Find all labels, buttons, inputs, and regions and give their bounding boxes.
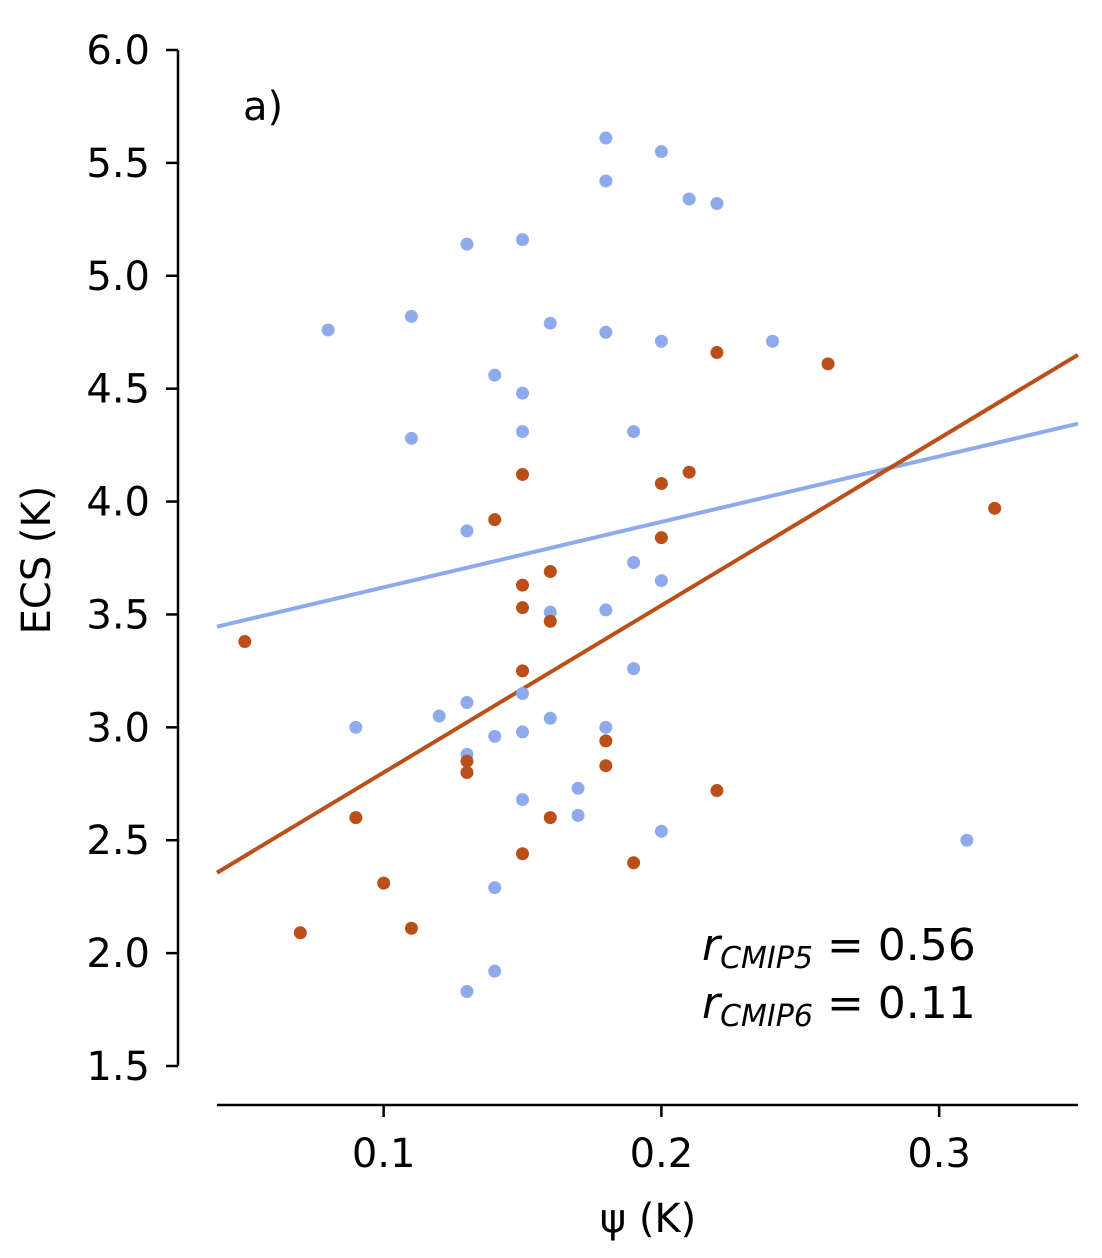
point-cmip6 (404, 309, 418, 323)
point-cmip6 (571, 808, 585, 822)
panel-label: a) (243, 84, 283, 130)
y-tick-label: 3.0 (86, 705, 150, 751)
point-cmip6 (682, 192, 696, 206)
point-cmip5 (710, 346, 724, 360)
point-cmip5 (543, 614, 557, 628)
point-cmip6 (627, 425, 641, 439)
point-cmip6 (432, 709, 446, 723)
point-cmip6 (654, 145, 668, 159)
point-cmip6 (488, 368, 502, 382)
point-cmip5 (543, 811, 557, 825)
point-cmip6 (571, 781, 585, 795)
point-cmip6 (627, 662, 641, 676)
r-value-cmip6: = 0.11 (813, 978, 976, 1029)
point-cmip6 (488, 964, 502, 978)
point-cmip6 (543, 711, 557, 725)
point-cmip5 (293, 926, 307, 940)
point-cmip5 (654, 531, 668, 545)
r-subscript-cmip6: CMIP6 (720, 999, 813, 1034)
point-cmip6 (516, 233, 530, 247)
point-cmip5 (543, 565, 557, 579)
point-cmip5 (516, 578, 530, 592)
y-tick-label: 3.5 (86, 592, 150, 638)
point-cmip6 (516, 686, 530, 700)
r-value-cmip5: = 0.56 (813, 920, 976, 971)
point-cmip6 (460, 695, 474, 709)
point-cmip6 (654, 334, 668, 348)
y-tick-label: 4.0 (86, 480, 150, 526)
fit-line-cmip5 (215, 353, 1080, 875)
x-tick-label: 0.3 (907, 1131, 971, 1177)
point-cmip6 (599, 174, 613, 188)
axes (176, 50, 1078, 1107)
point-cmip6 (516, 793, 530, 807)
regression-lines (215, 353, 1080, 875)
point-cmip6 (710, 197, 724, 211)
x-tick-label: 0.1 (352, 1131, 416, 1177)
point-cmip6 (349, 720, 363, 734)
fit-line-cmip6 (216, 421, 1079, 629)
point-cmip5 (516, 847, 530, 861)
r-subscript-cmip5: CMIP5 (720, 941, 813, 976)
y-tick-label: 2.0 (86, 931, 150, 977)
point-cmip6 (516, 725, 530, 739)
point-cmip5 (488, 513, 502, 527)
point-cmip6 (599, 325, 613, 339)
y-tick-label: 1.5 (86, 1044, 150, 1090)
y-axis-title: ECS (K) (14, 486, 60, 635)
point-cmip5 (516, 467, 530, 481)
point-cmip5 (460, 765, 474, 779)
point-cmip6 (488, 729, 502, 743)
point-cmip5 (682, 465, 696, 479)
x-tick-label: 0.2 (630, 1131, 694, 1177)
point-cmip5 (599, 759, 613, 773)
point-cmip6 (321, 323, 335, 337)
point-cmip6 (460, 984, 474, 998)
y-tick-label: 4.5 (86, 367, 150, 413)
point-cmip5 (710, 784, 724, 798)
point-cmip6 (543, 605, 557, 619)
y-tick-label: 5.0 (86, 254, 150, 300)
point-cmip6 (516, 386, 530, 400)
y-tick-label: 5.5 (86, 141, 150, 187)
scatter-points (238, 131, 1002, 998)
y-tick-label: 2.5 (86, 818, 150, 864)
point-cmip5 (516, 664, 530, 678)
point-cmip5 (988, 501, 1002, 515)
point-cmip5 (627, 856, 641, 870)
point-cmip6 (488, 881, 502, 895)
point-cmip6 (654, 824, 668, 838)
point-cmip5 (516, 601, 530, 615)
point-cmip5 (599, 734, 613, 748)
point-cmip6 (460, 524, 474, 538)
correlation-annotation: rCMIP5 = 0.56 rCMIP6 = 0.11 (702, 920, 976, 1034)
point-cmip6 (627, 556, 641, 570)
r-cmip6-annotation: rCMIP6 = 0.11 (702, 978, 976, 1034)
point-cmip5 (349, 811, 363, 825)
point-cmip5 (377, 876, 391, 890)
point-cmip6 (960, 833, 974, 847)
point-cmip6 (543, 316, 557, 330)
point-cmip5 (460, 754, 474, 768)
r-symbol: r (702, 978, 723, 1029)
point-cmip6 (654, 574, 668, 588)
point-cmip6 (599, 603, 613, 617)
point-cmip5 (654, 476, 668, 490)
r-cmip5-annotation: rCMIP5 = 0.56 (702, 920, 976, 976)
point-cmip5 (404, 921, 418, 935)
r-symbol: r (702, 920, 723, 971)
point-cmip5 (238, 635, 252, 649)
point-cmip6 (765, 334, 779, 348)
point-cmip6 (516, 425, 530, 439)
axis-ticks: 1.5 2.0 2.5 3.0 3.5 4.0 4.5 5.0 5.5 6.0 0.1 0.2 0.3 (86, 28, 971, 1177)
x-axis-title: ψ (K) (600, 1196, 697, 1242)
point-cmip6 (404, 431, 418, 445)
point-cmip5 (821, 357, 835, 371)
point-cmip6 (460, 237, 474, 251)
y-tick-label: 6.0 (86, 28, 150, 74)
point-cmip6 (599, 720, 613, 734)
point-cmip6 (599, 131, 613, 145)
